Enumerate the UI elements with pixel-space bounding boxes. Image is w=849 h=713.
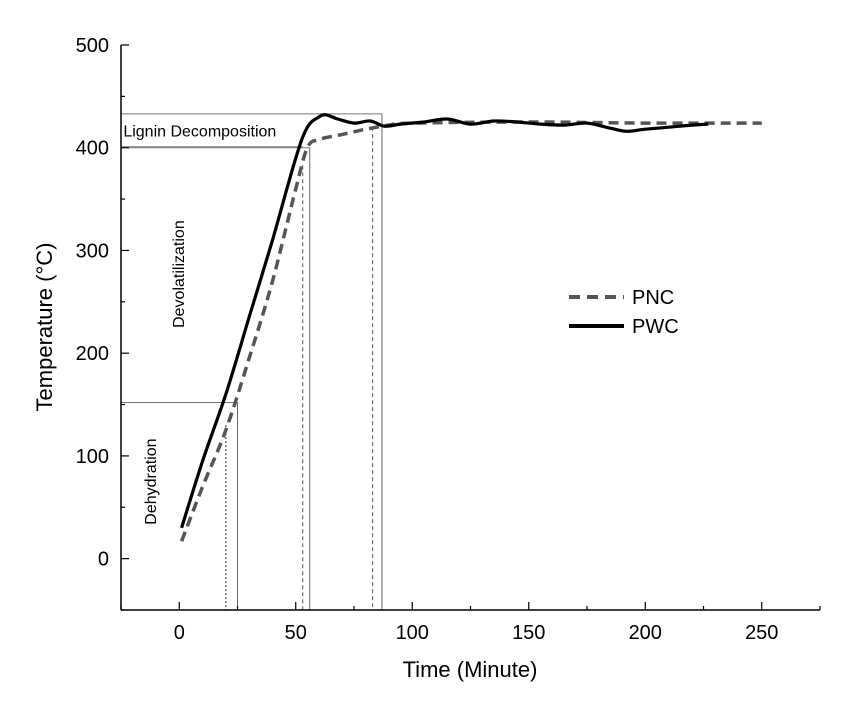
legend: PNC PWC (569, 287, 679, 338)
x-tick-label: 150 (512, 622, 545, 644)
x-axis-title: Time (Minute) (403, 657, 538, 682)
y-tick-label: 400 (76, 138, 109, 160)
series-line-pwc (180, 113, 709, 529)
x-tick-label: 200 (629, 622, 662, 644)
x-tick-label: 250 (745, 622, 778, 644)
region-labels: Dehydration Devolatilization Lignin Decomp… (123, 123, 276, 524)
legend-label-pwc: PWC (632, 316, 679, 338)
y-tick-label: 0 (98, 549, 109, 571)
region-label: Devolatilization (171, 220, 188, 328)
y-tick-label: 500 (76, 35, 109, 57)
region-label: Lignin Decomposition (123, 123, 276, 140)
x-tick-label: 50 (285, 622, 307, 644)
region-guide-lines (121, 113, 383, 610)
x-tick-label: 0 (174, 622, 185, 644)
y-tick-label: 200 (76, 343, 109, 365)
axes (120, 44, 821, 611)
y-tick-label: 300 (76, 240, 109, 262)
y-tick-label: 100 (76, 446, 109, 468)
tick-labels: 0 50 100 150 200 250 0 100 200 300 400 500 (76, 35, 779, 644)
region-label: Dehydration (143, 438, 160, 524)
series-lines (179, 113, 762, 542)
legend-label-pnc: PNC (632, 287, 674, 309)
x-tick-label: 100 (396, 622, 429, 644)
y-axis-title: Temperature (°C) (32, 243, 57, 412)
